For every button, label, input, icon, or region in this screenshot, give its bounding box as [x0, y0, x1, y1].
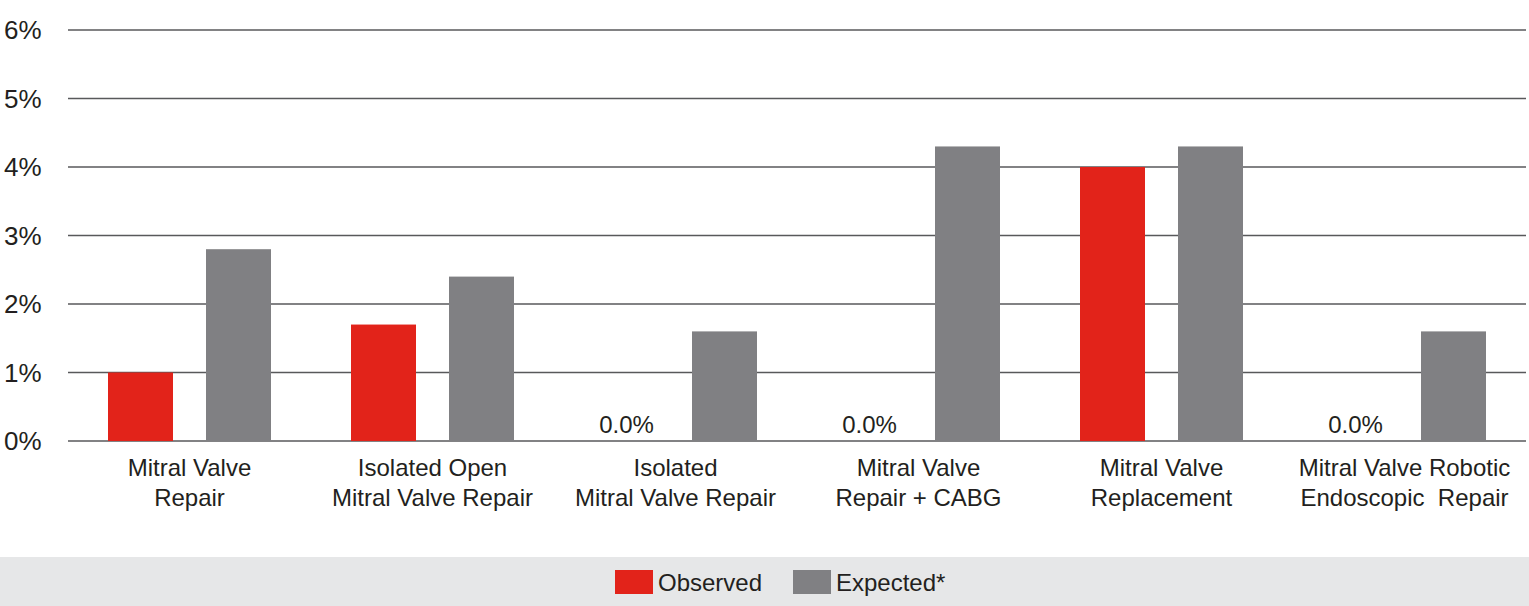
grid-line: [68, 303, 1526, 305]
x-tick-label-line: Repair + CABG: [835, 484, 1001, 511]
x-tick-label-line: Mitral Valve: [1100, 454, 1224, 481]
x-tick-label-line: Isolated Open: [358, 454, 507, 481]
data-label: 0.0%: [842, 411, 897, 438]
y-tick-label: 6%: [4, 15, 42, 45]
y-tick-label: 3%: [4, 221, 42, 251]
bar: [692, 331, 757, 441]
y-tick-label: 4%: [4, 152, 42, 182]
bar: [837, 441, 902, 442]
bar: [1421, 331, 1486, 441]
grid-line: [68, 440, 1526, 442]
legend: Observed Expected*: [0, 557, 1529, 606]
legend-swatch: [615, 570, 653, 594]
y-tick-label: 2%: [4, 289, 42, 319]
x-tick-label-line: Mitral Valve Robotic: [1299, 454, 1511, 481]
y-axis-line: [68, 30, 69, 441]
bar: [935, 146, 1000, 441]
x-tick-labels: Mitral Valve Repair Isolated Open Mitral Va…: [128, 454, 1511, 511]
x-tick-label-line: Mitral Valve Repair: [575, 484, 776, 511]
y-tick-label: 0%: [4, 426, 42, 456]
chart-container: 0% 1% 2% 3% 4% 5% 6% 0.0% 0.0% 0.0% Mitral Valve Re…: [0, 0, 1529, 606]
grid-line: [68, 372, 1526, 374]
x-tick-label-line: Mitral Valve: [128, 454, 252, 481]
x-tick-label: Isolated Open Mitral Valve Repair: [332, 454, 533, 511]
x-tick-label: Mitral Valve Repair + CABG: [835, 454, 1001, 511]
grid-line: [68, 235, 1526, 237]
bar: [1080, 167, 1145, 441]
legend-label: Observed: [658, 569, 762, 596]
y-tick-label: 5%: [4, 84, 42, 114]
x-tick-label: Mitral Valve Repair: [128, 454, 252, 511]
grid-line: [68, 29, 1526, 31]
x-tick-label: Isolated Mitral Valve Repair: [575, 454, 776, 511]
bar: [351, 325, 416, 441]
bar: [108, 373, 173, 442]
data-label: 0.0%: [599, 411, 654, 438]
bar: [206, 249, 271, 441]
x-tick-label-line: Repair: [154, 484, 225, 511]
legend-swatch: [793, 570, 831, 594]
data-label: 0.0%: [1328, 411, 1383, 438]
legend-label: Expected*: [836, 569, 945, 596]
chart-svg: 0% 1% 2% 3% 4% 5% 6% 0.0% 0.0% 0.0% Mitral Valve Re…: [0, 0, 1529, 606]
bar: [449, 277, 514, 441]
bar: [1323, 441, 1388, 442]
x-tick-label-line: Replacement: [1091, 484, 1233, 511]
x-tick-label: Mitral Valve Replacement: [1091, 454, 1233, 511]
grid: 0% 1% 2% 3% 4% 5% 6%: [4, 15, 1526, 456]
x-tick-label-line: Mitral Valve Repair: [332, 484, 533, 511]
bar: [594, 441, 659, 442]
bars: [108, 146, 1486, 441]
x-tick-label-line: Endoscopic Repair: [1300, 484, 1508, 511]
legend-background: [0, 557, 1529, 606]
bar: [1178, 146, 1243, 441]
x-tick-label: Mitral Valve Robotic Endoscopic Repair: [1299, 454, 1511, 511]
x-tick-label-line: Isolated: [633, 454, 717, 481]
data-labels: 0.0% 0.0% 0.0%: [599, 411, 1383, 438]
x-tick-label-line: Mitral Valve: [857, 454, 981, 481]
grid-line: [68, 166, 1526, 168]
grid-line: [68, 98, 1526, 100]
y-tick-label: 1%: [4, 358, 42, 388]
